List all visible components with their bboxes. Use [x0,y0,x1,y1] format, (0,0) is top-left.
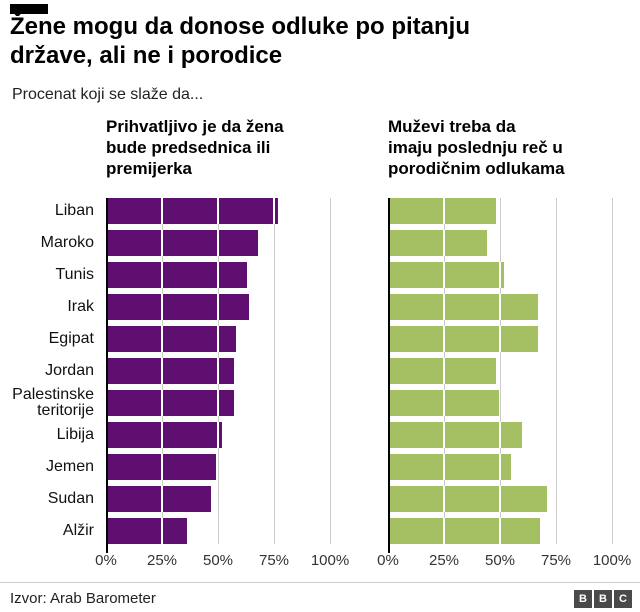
bar-right-libija [388,422,523,448]
country-label-palestinske-teritorije: Palestinske teritorije [12,386,94,419]
x-tick-label: 0% [377,552,399,569]
bar-right-egipat [388,326,539,352]
country-labels: Liban Maroko Tunis Irak Egipat Jordan Palestin… [0,198,100,544]
country-label-egipat: Egipat [48,330,94,347]
ticks-right: 0% 25% 50% 75% 100% [377,552,631,570]
bbc-logo-letter-3: C [614,590,632,608]
country-label-liban: Liban [54,202,94,219]
x-tick-label: 100% [310,552,350,569]
page-subtitle: Procenat koji se slaže da... [12,86,204,103]
x-tick-label: 50% [484,552,516,569]
bar-right-jordan [388,358,496,384]
y-axis-line [106,198,108,553]
bar-left-jemen [106,454,216,480]
page-title: Žene mogu da donose odluke po pitanju dr… [10,13,471,69]
bar-left-sudan [106,486,212,512]
gridline-100 [612,198,613,544]
country-label-libija: Libija [56,426,94,443]
x-tick-label: 75% [258,552,290,569]
bar-left-alžir [106,518,187,544]
bbc-logo: B B C [574,590,632,608]
gridline-50 [500,198,501,544]
bar-left-maroko [106,230,259,256]
x-tick-label: 50% [202,552,234,569]
footer-divider [0,582,640,583]
bar-left-jordan [106,358,234,384]
x-tick-label: 75% [540,552,572,569]
bar-left-libija [106,422,223,448]
source-label: Izvor: Arab Barometer [10,590,156,607]
country-label-alžir: Alžir [62,522,94,539]
gridline-75 [274,198,275,544]
bar-left-tunis [106,262,248,288]
bar-left-irak [106,294,250,320]
x-tick-label: 25% [428,552,460,569]
bar-left-egipat [106,326,236,352]
bar-right-jemen [388,454,512,480]
country-label-jemen: Jemen [45,458,94,475]
bar-right-irak [388,294,539,320]
ticks-left: 0% 25% 50% 75% 100% [95,552,349,570]
plot-right [388,198,613,553]
country-label-tunis: Tunis [55,266,94,283]
bar-right-sudan [388,486,548,512]
bbc-logo-letter-1: B [574,590,592,608]
x-tick-label: 100% [592,552,632,569]
plot-left [106,198,331,553]
gridline-100 [330,198,331,544]
x-tick-label: 0% [95,552,117,569]
country-label-maroko: Maroko [40,234,94,251]
top-accent-bar [10,4,48,14]
right-chart-title: Muževi treba da imaju poslednju reč u po… [388,117,565,178]
bar-right-palestinske-teritorije [388,390,500,416]
left-chart-title: Prihvatljivo je da žena bude predsednica… [106,117,284,178]
country-label-sudan: Sudan [47,490,94,507]
y-axis-line [388,198,390,553]
country-label-irak: Irak [67,298,94,315]
country-label-jordan: Jordan [45,362,94,379]
bar-right-tunis [388,262,505,288]
bbc-logo-letter-2: B [594,590,612,608]
bar-left-liban [106,198,279,224]
gridline-75 [556,198,557,544]
bar-left-palestinske-teritorije [106,390,234,416]
bar-right-alžir [388,518,541,544]
x-tick-label: 25% [146,552,178,569]
bar-right-liban [388,198,496,224]
bar-right-maroko [388,230,487,256]
